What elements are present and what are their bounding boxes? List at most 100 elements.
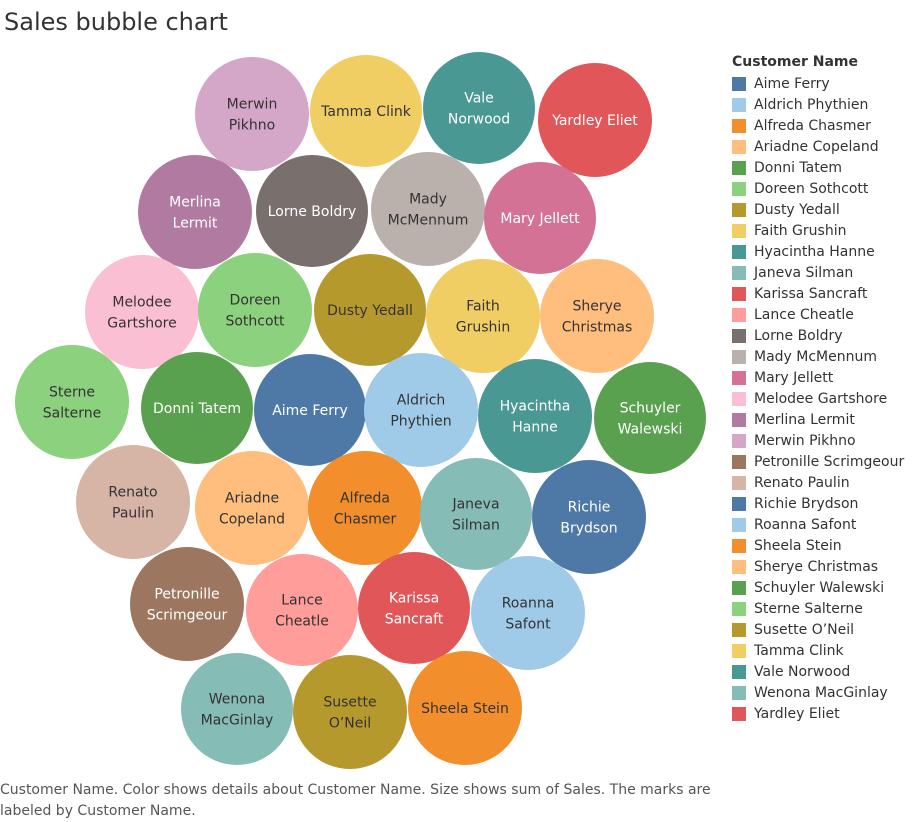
legend-item: Richie Brydson — [732, 493, 910, 514]
bubble-label: Renato — [108, 485, 157, 501]
bubble-label: Copeland — [219, 512, 285, 528]
legend-swatch — [732, 475, 746, 490]
legend-item: Renato Paulin — [732, 472, 910, 493]
legend-item: Lance Cheatle — [732, 304, 910, 325]
legend-item: Vale Norwood — [732, 661, 910, 682]
bubble-circle — [76, 445, 190, 559]
bubble: Susette O’Neil — [293, 655, 407, 769]
bubble: Schuyler Walewski — [594, 362, 706, 474]
legend-item: Roanna Safont — [732, 514, 910, 535]
bubble: Renato Paulin — [76, 445, 190, 559]
bubble-label: Lermit — [173, 216, 218, 232]
bubble: Aldrich Phythien — [364, 353, 478, 467]
bubble-label: Brydson — [560, 521, 617, 537]
legend-swatch — [732, 349, 746, 364]
bubble-circle — [426, 259, 540, 373]
bubble-circle — [308, 451, 422, 565]
bubble: Donni Tatem — [141, 352, 253, 464]
bubble-circle — [314, 254, 426, 366]
legend-swatch — [732, 538, 746, 553]
bubble-label: Christmas — [562, 320, 633, 336]
legend-swatch — [732, 139, 746, 154]
legend-swatch — [732, 265, 746, 280]
bubble-label: Alfreda — [340, 491, 390, 507]
bubble-circle — [358, 552, 470, 664]
bubble-label: Gartshore — [107, 316, 176, 332]
legend-label: Richie Brydson — [754, 495, 859, 512]
bubble: Hyacintha Hanne — [478, 359, 592, 473]
legend-label: Faith Grushin — [754, 222, 847, 239]
legend-swatch — [732, 286, 746, 301]
bubble-label: Chasmer — [334, 512, 397, 528]
bubble: Merlina Lermit — [138, 155, 252, 269]
legend-item: Lorne Boldry — [732, 325, 910, 346]
bubble-label: Vale — [464, 91, 494, 107]
legend-label: Donni Tatem — [754, 159, 842, 176]
legend-item: Ariadne Copeland — [732, 136, 910, 157]
bubble-circle — [478, 359, 592, 473]
bubble-label: Sterne — [49, 385, 95, 401]
legend-item: Karissa Sancraft — [732, 283, 910, 304]
legend-swatch — [732, 370, 746, 385]
bubble-label: MacGinlay — [201, 713, 274, 729]
bubble: Sheela Stein — [408, 651, 522, 765]
legend-item: Sherye Christmas — [732, 556, 910, 577]
bubble: Sherye Christmas — [540, 259, 654, 373]
legend-item: Sheela Stein — [732, 535, 910, 556]
bubble-label: Aime Ferry — [272, 403, 348, 419]
legend-item: Susette O’Neil — [732, 619, 910, 640]
bubble-circle — [364, 353, 478, 467]
bubble-circle — [420, 458, 532, 570]
legend-swatch — [732, 433, 746, 448]
legend-item: Aldrich Phythien — [732, 94, 910, 115]
legend-label: Aldrich Phythien — [754, 96, 869, 113]
bubble: Doreen Sothcott — [198, 253, 312, 367]
legend-label: Lorne Boldry — [754, 327, 843, 344]
bubble-label: Lance — [281, 593, 323, 609]
bubble-label: Sancraft — [385, 612, 444, 628]
legend-label: Sherye Christmas — [754, 558, 879, 575]
legend-item: Dusty Yedall — [732, 199, 910, 220]
legend-label: Yardley Eliet — [754, 705, 840, 722]
bubble-label: Silman — [452, 518, 500, 534]
legend-swatch — [732, 328, 746, 343]
legend-swatch — [732, 391, 746, 406]
bubble-label: Lorne Boldry — [268, 204, 357, 220]
legend-item: Yardley Eliet — [732, 703, 910, 724]
bubble-label: Paulin — [112, 506, 154, 522]
bubble: Lorne Boldry — [256, 155, 368, 267]
bubble-label: Roanna — [502, 596, 555, 612]
bubble: Yardley Eliet — [538, 63, 652, 177]
legend-item: Faith Grushin — [732, 220, 910, 241]
legend-label: Ariadne Copeland — [754, 138, 879, 155]
legend-item: Merlina Lermit — [732, 409, 910, 430]
bubble-circle — [471, 556, 585, 670]
legend-swatch — [732, 76, 746, 91]
bubble-circle — [198, 253, 312, 367]
bubble-chart: Merwin Pikhno Tamma Clink Vale Norwood Yardle… — [15, 52, 706, 769]
bubble-label: Janeva — [451, 497, 499, 513]
bubble: Roanna Safont — [471, 556, 585, 670]
legend-swatch — [732, 307, 746, 322]
bubble-circle — [538, 63, 652, 177]
legend-label: Sheela Stein — [754, 537, 842, 554]
legend-swatch — [732, 496, 746, 511]
bubble-circle — [181, 653, 293, 765]
bubble-label: Tamma Clink — [320, 104, 412, 120]
legend-label: Melodee Gartshore — [754, 390, 888, 407]
bubble-label: Merlina — [169, 195, 221, 211]
legend-swatch — [732, 223, 746, 238]
legend-swatch — [732, 601, 746, 616]
bubble-circle — [594, 362, 706, 474]
legend-label: Merwin Pikhno — [754, 432, 856, 449]
chart-title: Sales bubble chart — [4, 8, 228, 36]
bubble-label: Melodee — [112, 295, 171, 311]
bubble-circle — [254, 354, 366, 466]
legend-title: Customer Name — [732, 54, 858, 70]
legend-label: Doreen Sothcott — [754, 180, 869, 197]
bubble-label: Aldrich — [397, 393, 446, 409]
legend-swatch — [732, 643, 746, 658]
bubble-label: Cheatle — [275, 614, 329, 630]
bubble-circle — [371, 152, 485, 266]
bubble-label: Walewski — [618, 422, 683, 438]
